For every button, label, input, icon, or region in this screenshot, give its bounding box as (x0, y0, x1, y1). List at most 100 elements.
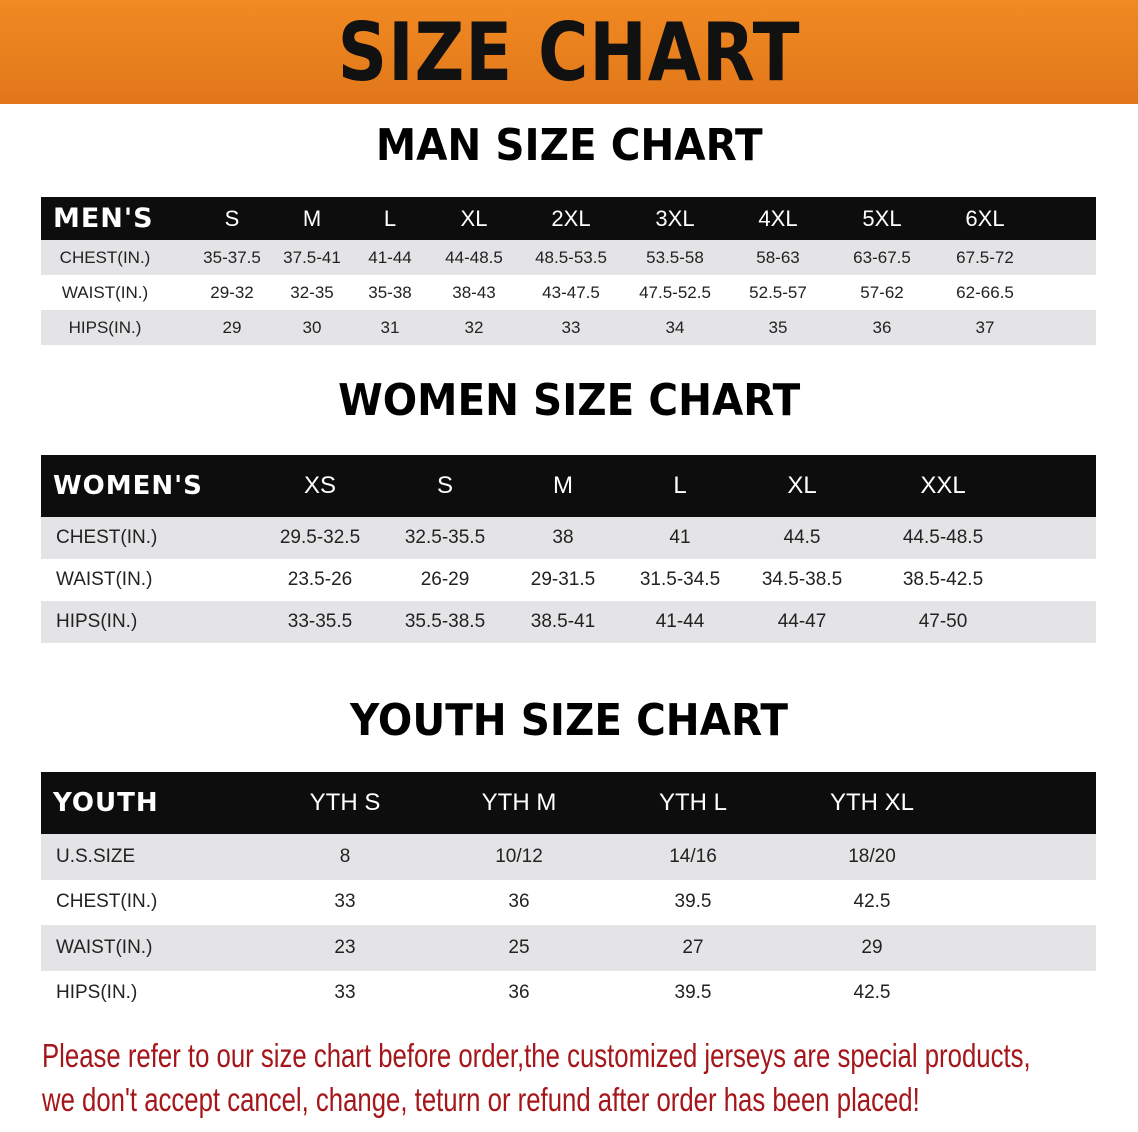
measurement-cell: 32.5-35.5 (404, 527, 486, 548)
measurement-cell: 35 (768, 317, 788, 337)
measurement-cell: 41-44 (655, 611, 705, 632)
measurement-cell: 27 (682, 936, 704, 958)
row-label: CHEST(IN.) (59, 247, 151, 267)
measurement-cell: 42.5 (853, 891, 891, 913)
size-header: YTH M (481, 789, 557, 816)
size-header: M (553, 472, 573, 499)
row-label: CHEST(IN.) (56, 891, 158, 913)
measurement-cell: 30 (302, 317, 322, 337)
women-table-row: HIPS(IN.) 33-35.5 35.5-38.5 38.5-41 41-44 44-… (41, 601, 1096, 643)
measurement-cell: 44-48.5 (445, 247, 503, 267)
measurement-cell: 43-47.5 (542, 282, 600, 302)
measurement-cell: 41-44 (368, 247, 412, 267)
measurement-cell: 52.5-57 (749, 282, 807, 302)
measurement-cell: 33-35.5 (287, 611, 353, 632)
measurement-cell: 58-63 (756, 247, 800, 267)
measurement-cell: 37.5-41 (283, 247, 341, 267)
men-header-row: MEN'S S M L XL 2XL 3XL 4XL 5XL 6XL (41, 197, 1096, 240)
measurement-cell: 38.5-41 (530, 611, 596, 632)
youth-section-title: YOUTH SIZE CHART (0, 695, 1138, 746)
measurement-cell: 33 (334, 891, 356, 913)
measurement-cell: 36 (508, 982, 530, 1004)
measurement-cell: 10/12 (495, 845, 543, 867)
measurement-cell: 31.5-34.5 (639, 569, 721, 590)
youth-table-title: YOUTH (53, 788, 159, 818)
measurement-cell: 35.5-38.5 (404, 611, 486, 632)
measurement-cell: 39.5 (674, 982, 712, 1004)
size-header: M (302, 205, 322, 231)
youth-title-text: YOUTH SIZE CHART (350, 695, 788, 746)
measurement-cell: 48.5-53.5 (535, 247, 607, 267)
measurement-cell: 8 (339, 845, 351, 867)
size-header: XXL (920, 472, 966, 499)
size-header: 2XL (551, 205, 591, 231)
row-label: U.S.SIZE (56, 845, 136, 867)
youth-size-table: YOUTH YTH S YTH M YTH L YTH XL U.S.SIZE 8 10/12… (41, 772, 1096, 1016)
women-table-row: CHEST(IN.) 29.5-32.5 32.5-35.5 38 41 44.5 44.5… (41, 517, 1096, 559)
measurement-cell: 33 (561, 317, 581, 337)
measurement-cell: 42.5 (853, 982, 891, 1004)
policy-note-line-2: we don't accept cancel, change, teturn o… (42, 1081, 920, 1118)
men-title-text: MAN SIZE CHART (375, 120, 763, 171)
women-title-text: WOMEN SIZE CHART (337, 375, 801, 426)
measurement-cell: 44.5 (783, 527, 821, 548)
measurement-cell: 67.5-72 (956, 247, 1014, 267)
size-header: S (224, 205, 240, 231)
row-label: WAIST(IN.) (61, 282, 149, 302)
measurement-cell: 47-50 (918, 611, 968, 632)
measurement-cell: 29-31.5 (530, 569, 596, 590)
youth-table-row: WAIST(IN.) 23 25 27 29 (41, 925, 1096, 971)
measurement-cell: 62-66.5 (956, 282, 1014, 302)
men-section-title: MAN SIZE CHART (0, 120, 1138, 171)
measurement-cell: 29.5-32.5 (279, 527, 361, 548)
youth-table-row: CHEST(IN.) 33 36 39.5 42.5 (41, 879, 1096, 925)
measurement-cell: 36 (508, 891, 530, 913)
measurement-cell: 35-38 (368, 282, 412, 302)
measurement-cell: 44.5-48.5 (902, 527, 984, 548)
men-table-row: WAIST(IN.) 29-32 32-35 35-38 38-43 43-47.5 47.… (41, 275, 1096, 310)
measurement-cell: 29-32 (210, 282, 254, 302)
youth-table-row: HIPS(IN.) 33 36 39.5 42.5 (41, 970, 1096, 1016)
measurement-cell: 33 (334, 982, 356, 1004)
size-header: S (436, 472, 454, 499)
measurement-cell: 57-62 (860, 282, 904, 302)
size-header: YTH XL (829, 789, 915, 816)
measurement-cell: 32-35 (290, 282, 334, 302)
row-label: WAIST(IN.) (56, 936, 153, 958)
size-header: 5XL (862, 205, 902, 231)
measurement-cell: 38.5-42.5 (902, 569, 984, 590)
women-table-title: WOMEN'S (53, 471, 203, 501)
measurement-cell: 31 (380, 317, 400, 337)
measurement-cell: 34.5-38.5 (761, 569, 843, 590)
men-table-row: HIPS(IN.) 29 30 31 32 33 34 35 36 37 (41, 310, 1096, 345)
size-header: L (383, 205, 397, 231)
women-section-title: WOMEN SIZE CHART (0, 375, 1138, 426)
youth-table-row: U.S.SIZE 8 10/12 14/16 18/20 (41, 834, 1096, 880)
banner-title: SIZE CHART (337, 5, 801, 99)
size-header: XL (460, 205, 488, 231)
row-label: WAIST(IN.) (56, 569, 153, 590)
women-table-row: WAIST(IN.) 23.5-26 26-29 29-31.5 31.5-34.5 34… (41, 559, 1096, 601)
measurement-cell: 14/16 (669, 845, 717, 867)
measurement-cell: 23.5-26 (287, 569, 353, 590)
size-header: 3XL (655, 205, 695, 231)
measurement-cell: 38 (552, 527, 574, 548)
measurement-cell: 37 (975, 317, 995, 337)
measurement-cell: 26-29 (420, 569, 470, 590)
measurement-cell: 25 (508, 936, 530, 958)
size-header: YTH S (309, 789, 381, 816)
measurement-cell: 29 (861, 936, 883, 958)
measurement-cell: 47.5-52.5 (639, 282, 711, 302)
size-header: L (673, 472, 687, 499)
youth-header-row: YOUTH YTH S YTH M YTH L YTH XL (41, 772, 1096, 834)
measurement-cell: 29 (222, 317, 242, 337)
size-header: YTH L (658, 789, 728, 816)
size-chart-banner: SIZE CHART (0, 0, 1138, 104)
measurement-cell: 18/20 (848, 845, 896, 867)
measurement-cell: 63-67.5 (853, 247, 911, 267)
measurement-cell: 35-37.5 (203, 247, 261, 267)
size-header: 4XL (758, 205, 798, 231)
measurement-cell: 39.5 (674, 891, 712, 913)
measurement-cell: 41 (669, 527, 691, 548)
size-header: XS (303, 472, 337, 499)
